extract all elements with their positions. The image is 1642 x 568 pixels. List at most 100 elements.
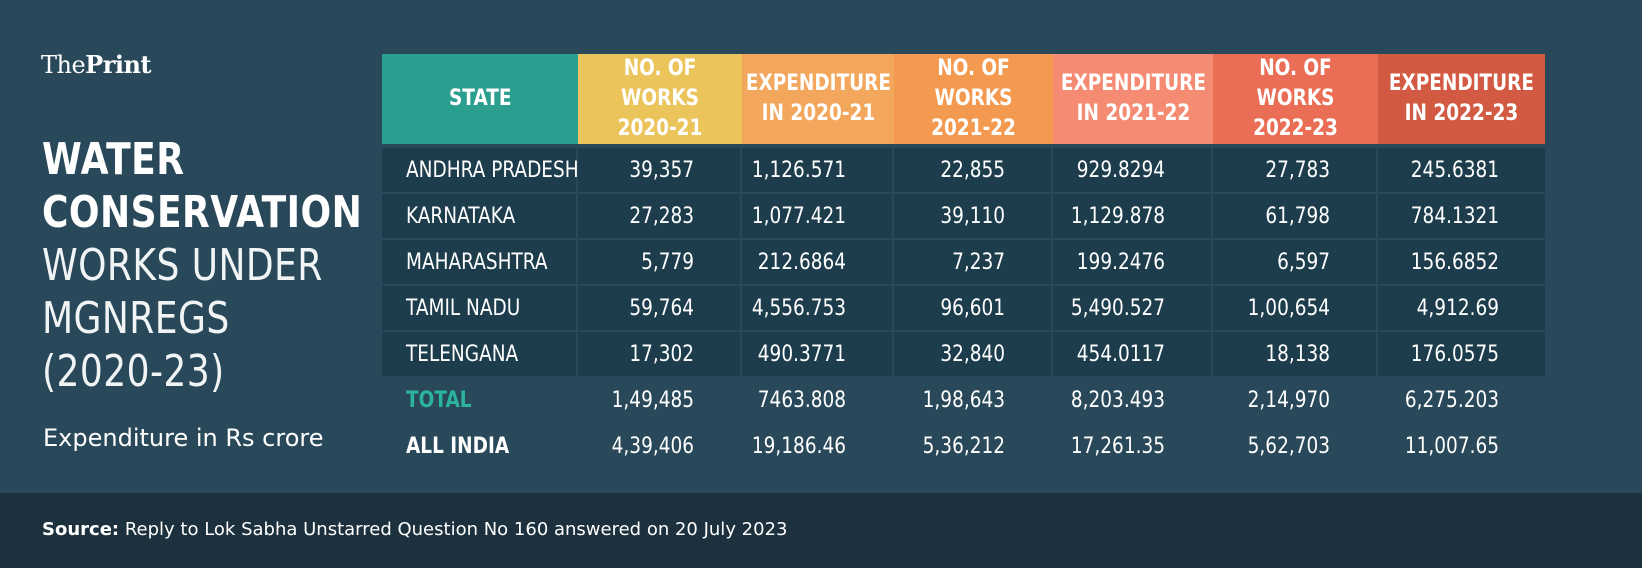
cell-value: 17,302 [629, 341, 694, 367]
table-cell: 7,237 [894, 240, 1051, 284]
table-cell: 6,275.203 [1378, 378, 1545, 422]
table-body: ANDHRA PRADESH 39,357 1,126.571 22,855 929.8… [382, 148, 1601, 468]
title-line-5: (2020-23) [42, 346, 225, 397]
table-cell: 929.8294 [1053, 148, 1211, 192]
table-cell: 27,283 [578, 194, 740, 238]
row-label-cell: ANDHRA PRADESH [382, 148, 579, 192]
table-cell: 199.2476 [1053, 240, 1211, 284]
cell-value: 4,912.69 [1416, 295, 1499, 321]
table-row: TELENGANA 17,302 490.3771 32,840 454.0117 18,… [382, 332, 1601, 376]
cell-value: 5,779 [641, 249, 694, 275]
row-label-cell: KARNATAKA [382, 194, 576, 238]
table-cell: 176.0575 [1378, 332, 1545, 376]
table-cell: 11,007.65 [1378, 424, 1545, 468]
table-cell: 1,077.421 [742, 194, 892, 238]
table-cell: 490.3771 [742, 332, 892, 376]
cell-value: ALL INDIA [406, 433, 510, 459]
cell-value: 27,283 [629, 203, 694, 229]
cell-value: 490.3771 [757, 341, 846, 367]
column-header-0: STATE [382, 54, 578, 144]
column-header-3: NO. OF WORKS 2021-22 [894, 54, 1053, 144]
cell-value: 156.6852 [1410, 249, 1499, 275]
cell-value: 61,798 [1265, 203, 1330, 229]
table-row: ANDHRA PRADESH 39,357 1,126.571 22,855 929.8… [382, 148, 1601, 192]
source-label: Source: [42, 519, 120, 540]
cell-value: 212.6864 [757, 249, 846, 275]
cell-value: 18,138 [1265, 341, 1330, 367]
cell-value: 6,597 [1277, 249, 1330, 275]
title-line-4: MGNREGS [42, 293, 230, 344]
footer-bar: Source: Reply to Lok Sabha Unstarred Que… [0, 493, 1642, 568]
title-line-3: WORKS UNDER [42, 240, 323, 291]
cell-value: 454.0117 [1076, 341, 1165, 367]
table-cell: 5,62,703 [1213, 424, 1376, 468]
cell-value: 7463.808 [757, 387, 846, 413]
table-header-row: STATE NO. OF WORKS 2020-21 EXPENDITURE IN … [382, 54, 1601, 144]
cell-value: TELENGANA [406, 341, 519, 367]
cell-value: 11,007.65 [1404, 433, 1499, 459]
cell-value: 5,62,703 [1247, 433, 1330, 459]
subtitle-units: Expenditure in Rs crore [43, 424, 324, 452]
table-cell: 245.6381 [1378, 148, 1545, 192]
table-row: MAHARASHTRA 5,779 212.6864 7,237 199.2476 6,5… [382, 240, 1601, 284]
table-row: KARNATAKA 27,283 1,077.421 39,110 1,129.878 6… [382, 194, 1601, 238]
table-cell: 5,779 [578, 240, 740, 284]
table-cell: 1,129.878 [1053, 194, 1211, 238]
table-cell: 59,764 [578, 286, 740, 330]
summary-row: TOTAL 1,49,485 7463.808 1,98,643 8,203.493 2,… [382, 378, 1601, 422]
row-label-cell: TELENGANA [382, 332, 576, 376]
table-cell: 96,601 [894, 286, 1051, 330]
row-label-cell: MAHARASHTRA [382, 240, 576, 284]
table-cell: 4,912.69 [1378, 286, 1545, 330]
column-header-label: EXPENDITURE IN 2020-21 [745, 71, 891, 126]
column-header-label: STATE [448, 86, 512, 111]
column-header-label: NO. OF WORKS 2020-21 [617, 56, 703, 141]
cell-value: 96,601 [940, 295, 1005, 321]
source-note: Source: Reply to Lok Sabha Unstarred Que… [42, 519, 788, 540]
table-cell: 2,14,970 [1213, 378, 1376, 422]
cell-value: 59,764 [629, 295, 694, 321]
column-header-label: NO. OF WORKS 2021-22 [931, 56, 1016, 141]
cell-value: ANDHRA PRADESH [406, 157, 579, 183]
table-cell: 4,39,406 [578, 424, 740, 468]
table-cell: 22,855 [894, 148, 1051, 192]
source-text: Reply to Lok Sabha Unstarred Question No… [124, 519, 788, 540]
table-cell: 17,302 [578, 332, 740, 376]
table-cell: 27,783 [1213, 148, 1376, 192]
logo-bold-text: Print [85, 50, 152, 79]
row-label-cell: TOTAL [382, 378, 576, 422]
column-header-5: NO. OF WORKS 2022-23 [1213, 54, 1378, 144]
table-cell: 5,36,212 [894, 424, 1051, 468]
table-cell: 8,203.493 [1053, 378, 1211, 422]
table-cell: 212.6864 [742, 240, 892, 284]
table-cell: 4,556.753 [742, 286, 892, 330]
table-cell: 156.6852 [1378, 240, 1545, 284]
cell-value: 17,261.35 [1070, 433, 1165, 459]
table-cell: 18,138 [1213, 332, 1376, 376]
cell-value: 1,126.571 [751, 157, 846, 183]
cell-value: 199.2476 [1076, 249, 1165, 275]
cell-value: 1,49,485 [611, 387, 694, 413]
column-header-6: EXPENDITURE IN 2022-23 [1378, 54, 1545, 144]
data-table: STATE NO. OF WORKS 2020-21 EXPENDITURE IN … [382, 54, 1601, 470]
cell-value: 929.8294 [1076, 157, 1165, 183]
cell-value: 1,077.421 [751, 203, 846, 229]
cell-value: 7,237 [952, 249, 1005, 275]
table-cell: 5,490.527 [1053, 286, 1211, 330]
cell-value: 1,129.878 [1070, 203, 1165, 229]
table-cell: 454.0117 [1053, 332, 1211, 376]
cell-value: 8,203.493 [1070, 387, 1165, 413]
table-cell: 61,798 [1213, 194, 1376, 238]
table-cell: 1,00,654 [1213, 286, 1376, 330]
row-label-cell: TAMIL NADU [382, 286, 576, 330]
column-header-4: EXPENDITURE IN 2021-22 [1053, 54, 1213, 144]
table-cell: 1,98,643 [894, 378, 1051, 422]
column-header-label: NO. OF WORKS 2022-23 [1253, 56, 1338, 141]
cell-value: 27,783 [1265, 157, 1330, 183]
cell-value: MAHARASHTRA [406, 249, 548, 275]
table-cell: 7463.808 [742, 378, 892, 422]
table-cell: 17,261.35 [1053, 424, 1211, 468]
theprint-logo: ThePrint [41, 50, 152, 79]
table-cell: 39,110 [894, 194, 1051, 238]
cell-value: 22,855 [940, 157, 1005, 183]
